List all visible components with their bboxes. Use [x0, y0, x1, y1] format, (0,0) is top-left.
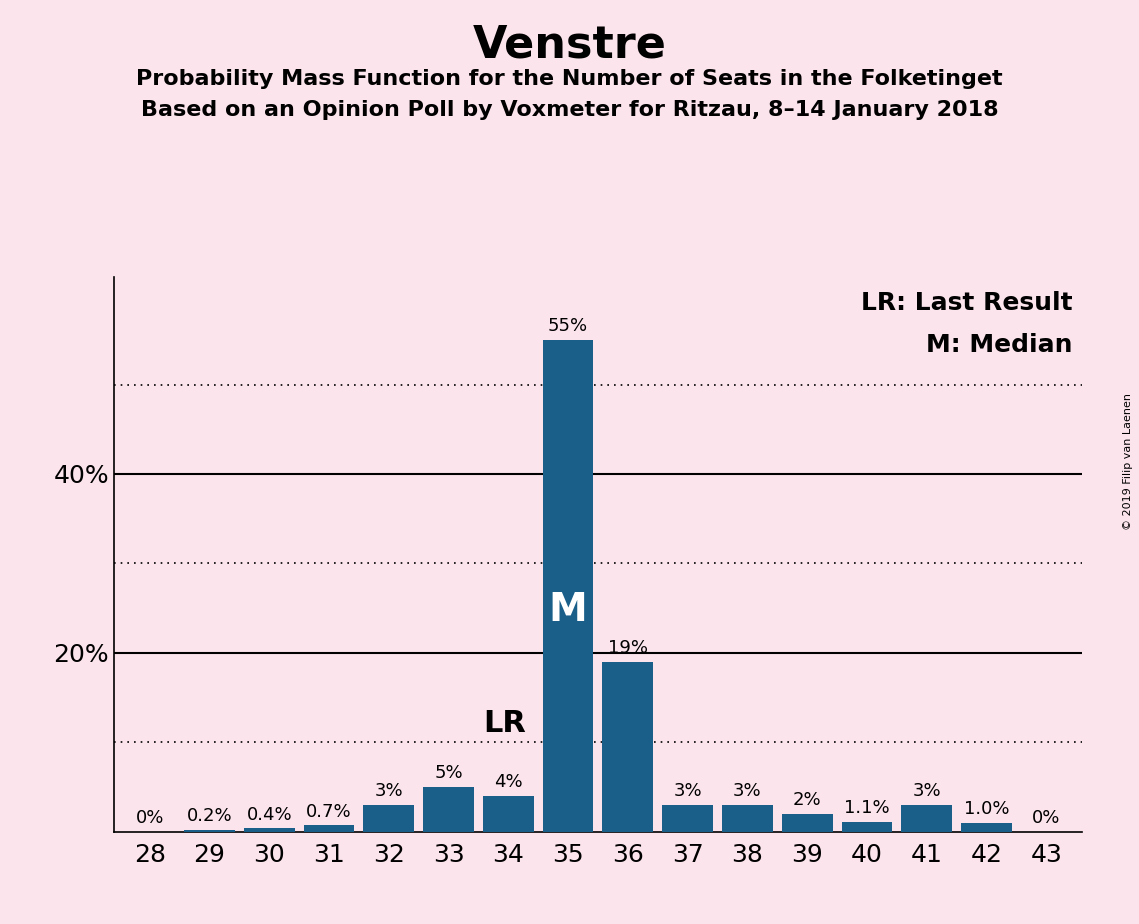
Bar [961, 822, 1011, 832]
Text: Venstre: Venstre [473, 23, 666, 67]
Bar [781, 814, 833, 832]
Text: Based on an Opinion Poll by Voxmeter for Ritzau, 8–14 January 2018: Based on an Opinion Poll by Voxmeter for… [141, 100, 998, 120]
Bar [424, 787, 474, 832]
Text: M: M [549, 591, 588, 629]
Bar [722, 805, 772, 832]
Bar [842, 821, 892, 832]
Text: 1.1%: 1.1% [844, 799, 890, 818]
Bar [483, 796, 534, 832]
Text: LR: LR [483, 709, 526, 737]
Text: 1.0%: 1.0% [964, 800, 1009, 818]
Bar [244, 828, 295, 832]
Text: 2%: 2% [793, 791, 821, 809]
Bar [901, 805, 952, 832]
Text: 3%: 3% [673, 783, 702, 800]
Text: 0.2%: 0.2% [187, 808, 232, 825]
Text: 5%: 5% [434, 764, 462, 783]
Bar [185, 830, 235, 832]
Text: 3%: 3% [734, 783, 762, 800]
Text: © 2019 Filip van Laenen: © 2019 Filip van Laenen [1123, 394, 1133, 530]
Text: 0.4%: 0.4% [246, 806, 292, 823]
Bar [304, 825, 354, 832]
Bar [542, 340, 593, 832]
Text: M: Median: M: Median [926, 333, 1073, 357]
Text: 3%: 3% [912, 783, 941, 800]
Bar [662, 805, 713, 832]
Text: 55%: 55% [548, 317, 588, 335]
Bar [363, 805, 415, 832]
Text: 0%: 0% [136, 809, 164, 827]
Text: 0.7%: 0.7% [306, 803, 352, 821]
Text: LR: Last Result: LR: Last Result [861, 291, 1073, 315]
Text: 3%: 3% [375, 783, 403, 800]
Text: Probability Mass Function for the Number of Seats in the Folketinget: Probability Mass Function for the Number… [137, 69, 1002, 90]
Text: 4%: 4% [494, 773, 523, 791]
Text: 0%: 0% [1032, 809, 1060, 827]
Text: 19%: 19% [608, 639, 648, 657]
Bar [603, 662, 654, 832]
